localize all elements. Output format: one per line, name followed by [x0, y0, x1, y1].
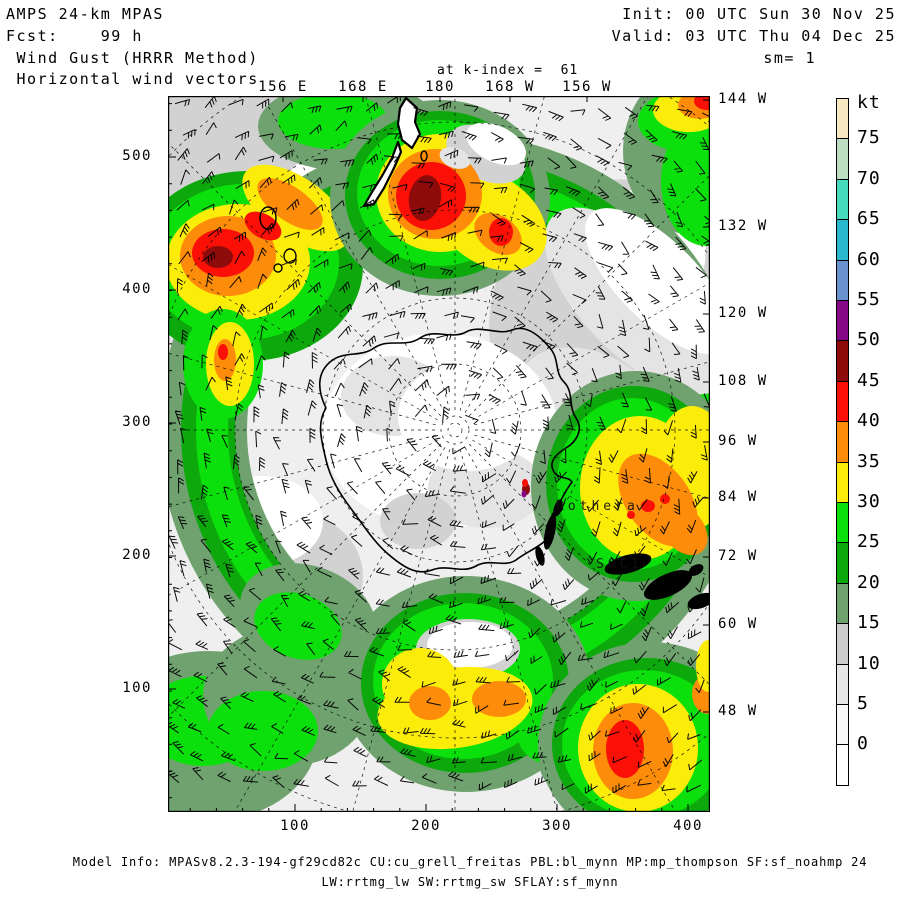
colorbar-tick-label: 20 — [857, 571, 881, 593]
valid-time-label: Valid: 03 UTC Thu 04 Dec 25 — [611, 27, 896, 45]
axis-label-right: 132 W — [718, 218, 768, 234]
graticule — [168, 96, 710, 812]
colorbar-cell — [836, 98, 849, 140]
axis-label-left: 100 — [122, 680, 152, 696]
axis-label-top: 180 — [425, 79, 455, 95]
station-label: SOCI — [596, 557, 643, 572]
axis-label-bottom: 100 — [280, 818, 310, 834]
wind-barbs — [168, 96, 710, 794]
colorbar-tick-label: 5 — [857, 693, 869, 714]
colorbar-tick-label: 40 — [857, 410, 881, 432]
axis-label-right: 144 W — [718, 91, 768, 107]
smoothing-label: sm= 1 — [763, 49, 816, 67]
colorbar-tick-label: 10 — [857, 652, 881, 674]
level-label: at k-index = 61 — [437, 63, 579, 78]
map-field-layer: Rothera SOCI — [168, 96, 710, 812]
colorbar-tick-label: 70 — [857, 167, 881, 189]
axis-label-left: 200 — [122, 547, 152, 563]
colorbar-tick-label: 0 — [857, 733, 869, 755]
colorbar-cell — [836, 178, 849, 221]
colorbar-tick-label: 50 — [857, 329, 881, 351]
colorbar-cell — [836, 461, 849, 503]
colorbar-cell — [836, 219, 849, 261]
axis-label-top: 168 E — [338, 79, 388, 95]
map-frame — [168, 96, 710, 812]
field-name-label: Wind Gust (HRRR Method) — [6, 49, 259, 67]
colorbar-cell — [836, 380, 849, 423]
axis-label-left: 500 — [122, 148, 152, 164]
colorbar-tick-label: 15 — [857, 612, 881, 634]
colorbar-tick-label: 75 — [857, 127, 881, 149]
axis-label-bottom: 400 — [673, 818, 703, 834]
colorbar-cell — [836, 138, 849, 180]
colorbar-tick-label: 35 — [857, 450, 881, 472]
axis-label-right: 72 W — [718, 548, 758, 564]
colorbar-tick-label: 65 — [857, 208, 881, 230]
axis-label-top: 156 E — [258, 79, 308, 95]
colorbar-cell — [836, 623, 849, 665]
forecast-hour-label: Fcst: 99 h — [6, 27, 143, 45]
axis-label-right: 48 W — [718, 703, 758, 719]
map-canvas: Rothera SOCI — [168, 96, 710, 812]
colorbar-cell — [836, 582, 849, 625]
colorbar-cell — [836, 421, 849, 463]
axis-label-right: 96 W — [718, 433, 758, 449]
axis-label-top: 156 W — [562, 79, 612, 95]
axis-label-left: 400 — [122, 281, 152, 297]
colorbar-cell — [836, 340, 849, 382]
colorbar-tick-label: 55 — [857, 289, 881, 310]
model-info-line: Model Info: MPASv8.2.3-194-gf29cd82c CU:… — [72, 855, 868, 869]
station-label: Rothera — [556, 499, 639, 514]
axis-label-right: 84 W — [718, 489, 758, 505]
axis-label-right: 60 W — [718, 616, 758, 632]
axis-label-bottom: 300 — [542, 818, 572, 834]
colorbar-cell — [836, 744, 849, 786]
colorbar-cell — [836, 704, 849, 746]
colorbar-cell — [836, 663, 849, 705]
axis-label-bottom: 200 — [411, 818, 441, 834]
axis-label-top: 168 W — [485, 79, 535, 95]
physics-info-line: LW:rrtmg_lw SW:rrtmg_sw SFLAY:sf_mynn — [321, 875, 619, 889]
wind-gust-map: Rothera SOCI — [168, 96, 710, 812]
colorbar-tick-label: 30 — [857, 491, 881, 512]
axis-label-right: 108 W — [718, 373, 768, 389]
model-name-label: AMPS 24-km MPAS — [6, 5, 164, 23]
axis-label-right: 120 W — [718, 305, 768, 321]
colorbar-cell — [836, 259, 849, 301]
colorbar-cell — [836, 300, 849, 342]
colorbar-tick-label: 60 — [857, 248, 881, 270]
colorbar-cell — [836, 502, 849, 544]
colorbar-unit-label: kt — [857, 92, 881, 113]
colorbar-cell — [836, 542, 849, 584]
colorbar-tick-label: 25 — [857, 531, 881, 553]
init-time-label: Init: 00 UTC Sun 30 Nov 25 — [622, 5, 896, 23]
colorbar-tick-label: 45 — [857, 369, 881, 391]
axis-label-left: 300 — [122, 414, 152, 430]
vectors-label: Horizontal wind vectors — [6, 70, 259, 88]
